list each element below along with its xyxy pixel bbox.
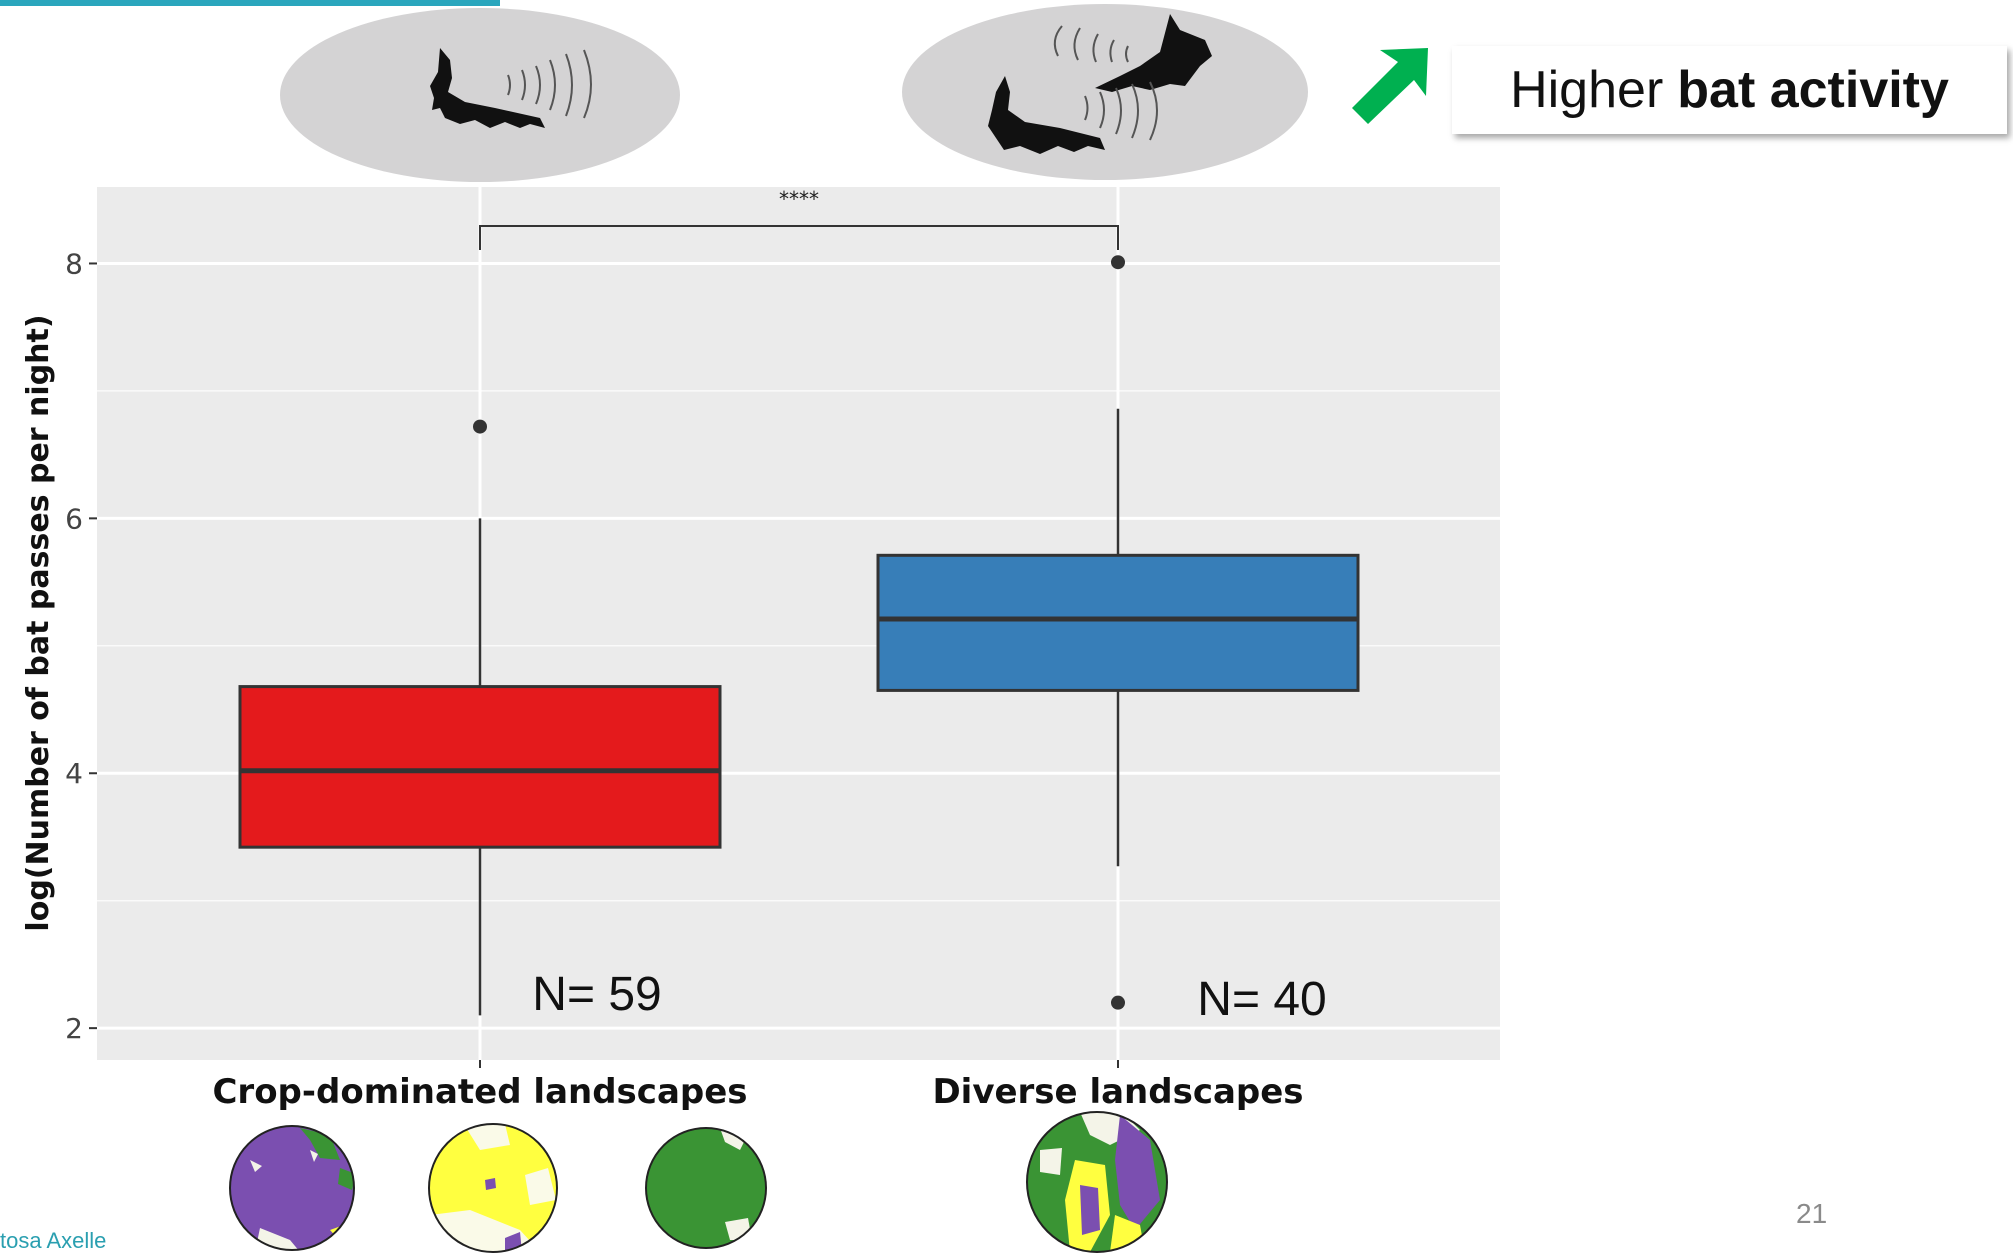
bat-silhouette-icon [988, 76, 1105, 154]
x-category-label: Diverse landscapes [932, 1072, 1303, 1112]
y-tick-label: 6 [65, 502, 83, 535]
page-number: 21 [1796, 1198, 1828, 1229]
title-remnant [0, 0, 500, 6]
callout-prefix: Higher [1510, 61, 1664, 119]
iqr-box [876, 553, 1360, 692]
sample-size-label: N= 40 [1197, 973, 1326, 1026]
sample-size-label: N= 59 [532, 968, 661, 1021]
higher-bat-activity-callout: Higher bat activity [1452, 46, 2007, 134]
x-axis: Crop-dominated landscapes Diverse landsca… [212, 1060, 1304, 1112]
boxplot-chart: 2 4 6 8 N= 59 N= 40 Crop-dominated landscape… [21, 187, 1500, 1112]
bat-silhouette-icon [1095, 14, 1212, 92]
callout-bold: bat activity [1677, 61, 1949, 119]
x-category-label: Crop-dominated landscapes [212, 1072, 747, 1112]
iqr-box [238, 685, 722, 849]
boxes: N= 59 N= 40 [238, 255, 1360, 1026]
y-tick-label: 4 [65, 757, 83, 790]
landscape-map-icon [1027, 1112, 1167, 1252]
bat-ellipse-right [902, 4, 1308, 180]
outlier-point [1111, 995, 1125, 1010]
up-right-arrow-icon [1352, 48, 1428, 124]
bat-silhouette-icon [430, 48, 545, 128]
outlier-point [1111, 255, 1125, 270]
y-tick-label: 2 [65, 1012, 83, 1045]
box-diverse: N= 40 [876, 255, 1360, 1026]
y-axis: 2 4 6 8 [65, 247, 97, 1045]
sound-wave-icon [1053, 25, 1158, 141]
box-crop: N= 59 [238, 419, 722, 1021]
author-footer: tosa Axelle [0, 1228, 107, 1253]
y-axis-title: log(Number of bat passes per night) [21, 314, 56, 931]
y-tick-label: 8 [65, 247, 83, 280]
sound-wave-icon [507, 49, 592, 119]
bat-ellipse-left [280, 8, 680, 182]
significance-label: **** [779, 187, 819, 211]
outlier-point [473, 419, 487, 434]
significance-bracket [479, 225, 1119, 250]
landscape-map-icon [646, 1128, 766, 1248]
